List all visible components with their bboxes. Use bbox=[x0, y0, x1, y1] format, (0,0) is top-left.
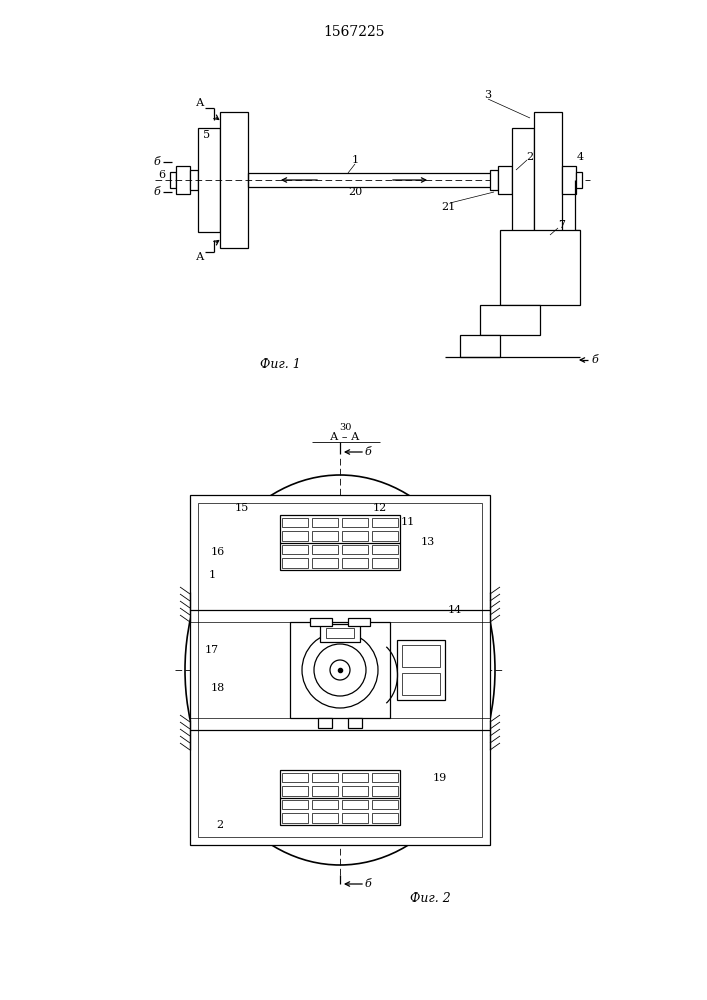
Ellipse shape bbox=[185, 475, 495, 865]
Bar bbox=[342, 558, 368, 568]
Text: 3: 3 bbox=[484, 90, 491, 100]
Text: 6: 6 bbox=[158, 170, 165, 180]
Text: А – А: А – А bbox=[330, 432, 360, 442]
Text: А: А bbox=[196, 252, 204, 262]
Bar bbox=[372, 813, 398, 823]
Text: 30: 30 bbox=[339, 422, 351, 432]
Bar bbox=[320, 624, 360, 642]
Bar bbox=[198, 503, 482, 837]
Bar bbox=[282, 544, 308, 554]
Ellipse shape bbox=[302, 632, 378, 708]
Bar bbox=[500, 230, 580, 305]
Bar bbox=[312, 531, 338, 541]
Bar bbox=[198, 128, 220, 232]
Text: 5: 5 bbox=[204, 130, 211, 140]
Bar bbox=[348, 618, 370, 626]
Bar bbox=[372, 531, 398, 541]
Text: 7: 7 bbox=[559, 220, 566, 230]
Bar bbox=[310, 618, 332, 626]
Bar bbox=[576, 172, 582, 188]
Bar bbox=[460, 335, 500, 357]
Bar bbox=[280, 770, 400, 825]
Bar bbox=[512, 128, 534, 232]
Bar bbox=[397, 640, 445, 700]
Bar bbox=[342, 772, 368, 782]
Text: б: б bbox=[592, 355, 598, 365]
Bar bbox=[326, 628, 354, 638]
Text: 21: 21 bbox=[441, 202, 455, 212]
Bar bbox=[282, 518, 308, 527]
Bar bbox=[318, 718, 332, 728]
Bar bbox=[312, 786, 338, 796]
Bar bbox=[498, 166, 512, 194]
Text: 17: 17 bbox=[205, 645, 219, 655]
Bar bbox=[372, 772, 398, 782]
Bar bbox=[480, 305, 540, 335]
Bar bbox=[282, 558, 308, 568]
Bar bbox=[282, 772, 308, 782]
Bar bbox=[312, 772, 338, 782]
Text: 12: 12 bbox=[373, 503, 387, 513]
Bar bbox=[312, 558, 338, 568]
Text: б: б bbox=[365, 879, 371, 889]
Bar bbox=[402, 673, 440, 695]
Bar bbox=[372, 800, 398, 809]
Text: 1: 1 bbox=[209, 570, 216, 580]
Bar bbox=[290, 622, 390, 718]
Bar bbox=[342, 531, 368, 541]
Bar bbox=[312, 813, 338, 823]
Text: 1: 1 bbox=[351, 155, 358, 165]
Bar bbox=[372, 544, 398, 554]
Text: Фиг. 2: Фиг. 2 bbox=[409, 892, 450, 904]
Bar bbox=[372, 558, 398, 568]
Bar bbox=[342, 544, 368, 554]
Bar bbox=[562, 166, 576, 194]
Text: б: б bbox=[365, 447, 371, 457]
Text: 18: 18 bbox=[211, 683, 225, 693]
Bar bbox=[190, 170, 198, 190]
Bar bbox=[312, 518, 338, 527]
Text: б: б bbox=[153, 157, 160, 167]
Bar bbox=[342, 813, 368, 823]
Text: Фиг. 1: Фиг. 1 bbox=[259, 359, 300, 371]
Bar bbox=[372, 786, 398, 796]
Bar bbox=[280, 515, 400, 570]
Bar bbox=[220, 112, 248, 248]
Bar bbox=[312, 800, 338, 809]
Text: 2: 2 bbox=[527, 152, 534, 162]
Bar bbox=[342, 800, 368, 809]
Text: 2: 2 bbox=[216, 820, 223, 830]
Bar bbox=[490, 170, 498, 190]
Bar bbox=[342, 518, 368, 527]
Text: 16: 16 bbox=[211, 547, 225, 557]
Text: 13: 13 bbox=[421, 537, 435, 547]
Bar bbox=[282, 531, 308, 541]
Bar bbox=[534, 112, 562, 248]
Text: 1567225: 1567225 bbox=[323, 25, 385, 39]
Text: 20: 20 bbox=[348, 187, 362, 197]
Text: 4: 4 bbox=[576, 152, 583, 162]
Bar bbox=[282, 800, 308, 809]
Text: 19: 19 bbox=[433, 773, 447, 783]
Bar bbox=[342, 786, 368, 796]
Bar bbox=[170, 172, 176, 188]
Text: А: А bbox=[196, 98, 204, 108]
Text: б: б bbox=[153, 187, 160, 197]
Text: 11: 11 bbox=[401, 517, 415, 527]
Text: 14: 14 bbox=[448, 605, 462, 615]
Bar bbox=[312, 544, 338, 554]
Bar bbox=[176, 166, 190, 194]
Bar bbox=[190, 495, 490, 845]
Bar bbox=[282, 813, 308, 823]
Text: 15: 15 bbox=[235, 503, 249, 513]
Bar bbox=[372, 518, 398, 527]
Bar bbox=[282, 786, 308, 796]
Bar bbox=[402, 645, 440, 667]
Ellipse shape bbox=[314, 644, 366, 696]
Ellipse shape bbox=[330, 660, 350, 680]
Bar bbox=[348, 718, 362, 728]
